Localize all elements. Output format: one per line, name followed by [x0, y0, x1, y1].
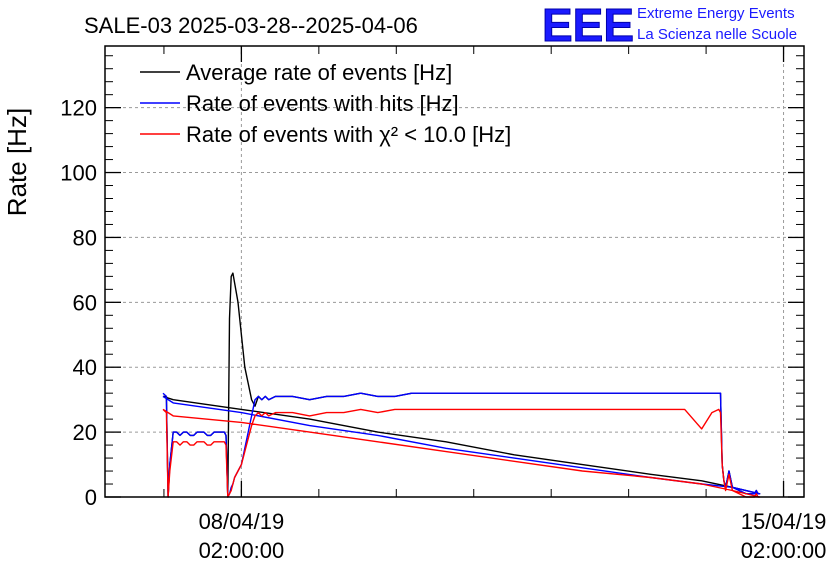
y-tick-label: 60 [73, 290, 97, 315]
axes: 0 20 40 60 80 100 120 08/04/19 02:00:00 15/04/19 0… [60, 45, 827, 563]
logo-line1: Extreme Energy Events [637, 5, 795, 22]
series-line-0 [162, 272, 761, 498]
grid [105, 46, 804, 497]
plot-frame [104, 45, 805, 498]
y-tick-label: 20 [73, 420, 97, 445]
logo-mark: EEE [542, 0, 634, 51]
legend-label: Average rate of events [Hz] [186, 60, 452, 85]
x-tick-label-time: 02:00:00 [199, 538, 285, 563]
eee-logo: EEE Extreme Energy Events La Scienza nel… [542, 0, 798, 52]
legend-label: Rate of events with χ² < 10.0 [Hz] [186, 122, 511, 147]
y-tick-label: 80 [73, 225, 97, 250]
x-tick-label-date: 08/04/19 [199, 509, 285, 534]
series-line-1 [162, 392, 761, 498]
y-tick-label: 100 [60, 161, 97, 186]
y-tick-label: 40 [73, 355, 97, 380]
series-line-2 [162, 408, 761, 498]
x-tick-label-time: 02:00:00 [741, 538, 827, 563]
y-axis-title: Rate [Hz] [2, 108, 32, 216]
y-tick-label: 0 [85, 485, 97, 510]
chart-title: SALE-03 2025-03-28--2025-04-06 [84, 13, 418, 38]
legend: Average rate of events [Hz] Rate of event… [140, 60, 511, 147]
logo-line2: La Scienza nelle Scuole [637, 26, 797, 43]
y-tick-label: 120 [60, 96, 97, 121]
x-tick-label-date: 15/04/19 [741, 509, 827, 534]
legend-label: Rate of events with hits [Hz] [186, 91, 459, 116]
series-layer [162, 272, 761, 498]
